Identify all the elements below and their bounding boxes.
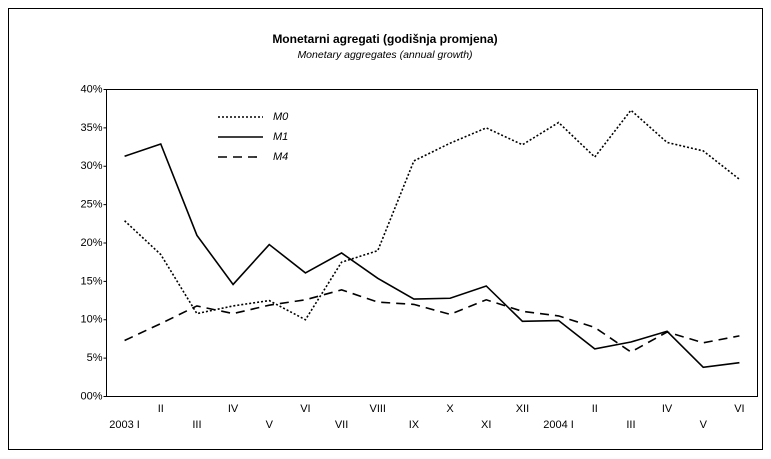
x-tick-label: X bbox=[446, 403, 454, 415]
y-tick-label: 5% bbox=[87, 352, 103, 364]
x-tick-label: II bbox=[158, 403, 164, 415]
chart-title: Monetarni agregati (godišnja promjena) bbox=[272, 32, 497, 46]
line-series bbox=[124, 288, 740, 353]
x-tick-label: XI bbox=[481, 419, 491, 431]
x-tick-label: XII bbox=[516, 403, 529, 415]
x-tick-label: V bbox=[266, 419, 274, 431]
x-tick-label: 2003 I bbox=[109, 419, 140, 431]
x-tick-label: II bbox=[592, 403, 598, 415]
y-tick-label: 00% bbox=[80, 390, 102, 402]
y-tick-label: 30% bbox=[80, 160, 102, 172]
y-tick-label: 10% bbox=[80, 314, 102, 326]
x-tick-label: VIII bbox=[369, 403, 386, 415]
line-series bbox=[124, 109, 740, 321]
legend-label: M1 bbox=[273, 131, 288, 143]
x-tick-label: III bbox=[626, 419, 635, 431]
y-tick-label: 25% bbox=[80, 199, 102, 211]
x-tick-label: VI bbox=[734, 403, 744, 415]
x-tick-label: VII bbox=[335, 419, 348, 431]
x-tick-label: IV bbox=[228, 403, 239, 415]
y-tick-label: 20% bbox=[80, 237, 102, 249]
chart-subtitle: Monetary aggregates (annual growth) bbox=[297, 49, 472, 61]
y-tick-label: 15% bbox=[80, 275, 102, 287]
y-tick-label: 40% bbox=[80, 83, 102, 95]
legend-label: M0 bbox=[273, 111, 289, 123]
x-tick-label: IV bbox=[662, 403, 673, 415]
x-tick-label: 2004 I bbox=[543, 419, 574, 431]
y-tick-label: 35% bbox=[80, 122, 102, 134]
x-tick-label: V bbox=[700, 419, 708, 431]
frame bbox=[8, 8, 763, 450]
line-series bbox=[124, 142, 740, 369]
legend-label: M4 bbox=[273, 151, 288, 163]
x-tick-label: III bbox=[192, 419, 201, 431]
x-tick-label: IX bbox=[409, 419, 420, 431]
x-tick-label: VI bbox=[300, 403, 310, 415]
